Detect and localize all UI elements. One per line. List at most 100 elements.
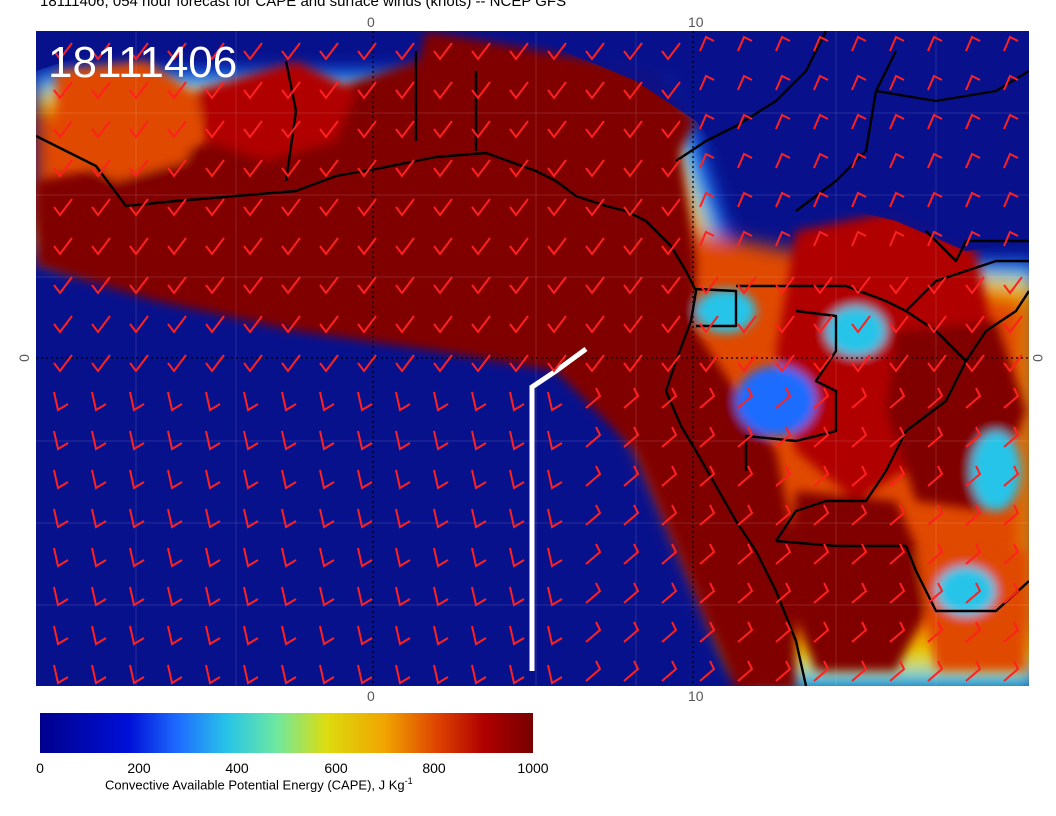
wind-barb bbox=[813, 276, 833, 295]
wind-barb bbox=[509, 391, 525, 412]
wind-barb bbox=[319, 625, 335, 646]
wind-barb bbox=[281, 625, 297, 646]
wind-barb bbox=[91, 508, 107, 529]
wind-barb bbox=[129, 391, 145, 412]
wind-barb bbox=[547, 664, 563, 685]
wind-barb bbox=[699, 230, 715, 247]
wind-barb bbox=[547, 547, 563, 568]
wind-barb bbox=[243, 315, 263, 334]
wind-barb bbox=[433, 120, 453, 139]
highlight-transect-line bbox=[529, 346, 588, 671]
wind-barb bbox=[357, 664, 373, 685]
wind-barb bbox=[433, 391, 449, 412]
wind-barb bbox=[243, 469, 259, 490]
wind-barb bbox=[775, 426, 792, 448]
wind-barb bbox=[433, 354, 453, 373]
cape-colorbar bbox=[40, 713, 533, 753]
wind-barb bbox=[851, 230, 867, 247]
wind-barb bbox=[585, 504, 602, 526]
wind-barb bbox=[737, 113, 753, 130]
wind-barb bbox=[471, 391, 487, 412]
wind-barb bbox=[851, 191, 867, 208]
wind-barb bbox=[1003, 113, 1019, 130]
colorbar-title: Convective Available Potential Energy (C… bbox=[105, 776, 413, 793]
wind-barb bbox=[965, 543, 982, 565]
wind-barb bbox=[623, 354, 643, 373]
wind-barb bbox=[1003, 354, 1023, 373]
wind-barb bbox=[357, 159, 377, 178]
wind-barb bbox=[281, 159, 301, 178]
wind-barb bbox=[661, 387, 678, 409]
wind-barb bbox=[281, 430, 297, 451]
wind-barb bbox=[53, 120, 73, 139]
wind-barb bbox=[471, 625, 487, 646]
wind-barb bbox=[623, 543, 640, 565]
wind-barb bbox=[471, 315, 491, 334]
wind-barb bbox=[91, 120, 111, 139]
wind-barb bbox=[661, 426, 678, 448]
wind-barb bbox=[53, 315, 73, 334]
wind-barb bbox=[281, 120, 301, 139]
colorbar-tick-200: 200 bbox=[127, 760, 151, 776]
wind-barb bbox=[1003, 387, 1020, 409]
wind-barb bbox=[889, 191, 905, 208]
wind-barb bbox=[509, 120, 529, 139]
wind-barb bbox=[243, 547, 259, 568]
wind-barb bbox=[433, 237, 453, 256]
wind-barb bbox=[167, 120, 187, 139]
wind-barb bbox=[167, 354, 187, 373]
wind-barb bbox=[167, 315, 187, 334]
wind-barb bbox=[509, 81, 529, 100]
wind-barb bbox=[319, 508, 335, 529]
wind-barb bbox=[243, 586, 259, 607]
wind-barb bbox=[319, 81, 339, 100]
wind-barb bbox=[281, 664, 297, 685]
wind-barb bbox=[357, 586, 373, 607]
wind-barb bbox=[53, 391, 69, 412]
wind-barb bbox=[395, 664, 411, 685]
wind-barb bbox=[851, 582, 868, 604]
wind-barb bbox=[471, 276, 491, 295]
wind-barb bbox=[547, 354, 567, 373]
wind-barb bbox=[395, 159, 415, 178]
wind-barb bbox=[965, 276, 985, 295]
wind-barb bbox=[471, 42, 491, 61]
high-cape-core bbox=[36, 31, 1026, 686]
wind-barb bbox=[357, 354, 377, 373]
wind-barb bbox=[889, 230, 905, 247]
wind-barb bbox=[889, 315, 909, 334]
wind-barb bbox=[243, 276, 263, 295]
wind-barb bbox=[1003, 276, 1023, 295]
wind-barb bbox=[243, 120, 263, 139]
wind-barb bbox=[167, 625, 183, 646]
wind-barb bbox=[281, 586, 297, 607]
wind-barb bbox=[1003, 504, 1020, 526]
wind-barb bbox=[167, 237, 187, 256]
wind-barb bbox=[1003, 315, 1023, 334]
wind-barb bbox=[395, 354, 415, 373]
wind-barb bbox=[737, 74, 753, 91]
wind-barb bbox=[471, 81, 491, 100]
wind-barb bbox=[585, 237, 605, 256]
wind-barb bbox=[851, 387, 868, 409]
wind-barb bbox=[775, 543, 792, 565]
wind-barb bbox=[243, 625, 259, 646]
wind-barb bbox=[129, 315, 149, 334]
wind-barb bbox=[205, 354, 225, 373]
wind-barb bbox=[281, 237, 301, 256]
wind-barb bbox=[737, 426, 754, 448]
wind-barb bbox=[433, 276, 453, 295]
wind-barb bbox=[91, 430, 107, 451]
wind-barb bbox=[433, 508, 449, 529]
wind-barb bbox=[889, 74, 905, 91]
wind-barb bbox=[53, 430, 69, 451]
wind-barb bbox=[205, 198, 225, 217]
wind-barb bbox=[53, 508, 69, 529]
wind-barb bbox=[319, 237, 339, 256]
wind-barb bbox=[623, 237, 643, 256]
wind-barb bbox=[357, 276, 377, 295]
wind-barb bbox=[813, 582, 830, 604]
wind-barb bbox=[623, 660, 640, 682]
wind-barb bbox=[167, 664, 183, 685]
wind-barb bbox=[509, 42, 529, 61]
